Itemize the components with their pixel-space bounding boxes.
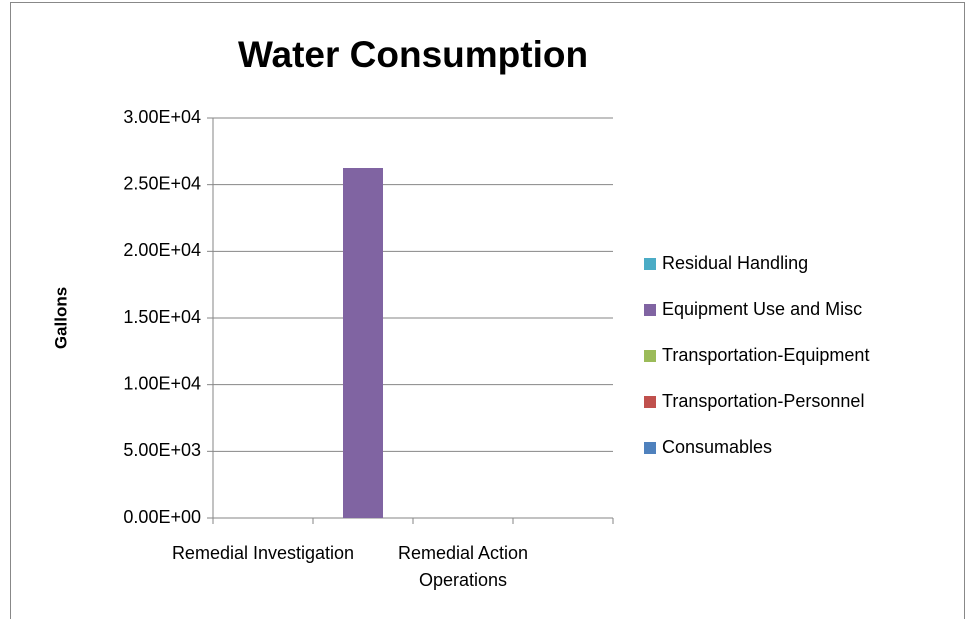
legend-swatch <box>644 258 656 270</box>
x-tick-label: Remedial Investigation <box>171 543 355 563</box>
y-tick-label: 2.00E+04 <box>123 240 201 260</box>
y-tick-label: 0.00E+00 <box>123 507 201 527</box>
y-tick-label: 1.00E+04 <box>123 373 201 393</box>
chart-title: Water Consumption <box>238 34 588 75</box>
legend-swatch <box>644 304 656 316</box>
legend-label: Transportation-Equipment <box>662 345 869 365</box>
x-tick-label: Remedial Action Operations <box>397 543 529 590</box>
y-axis-label: Gallons <box>51 287 70 349</box>
legend-label: Consumables <box>662 437 772 457</box>
legend-swatch <box>644 442 656 454</box>
chart-border <box>10 2 965 619</box>
bar <box>343 168 383 518</box>
legend-swatch <box>644 350 656 362</box>
legend-swatch <box>644 396 656 408</box>
y-tick-label: 3.00E+04 <box>123 107 201 127</box>
legend-label: Equipment Use and Misc <box>662 299 862 319</box>
legend-label: Residual Handling <box>662 253 808 273</box>
legend-label: Transportation-Personnel <box>662 391 864 411</box>
y-tick-label: 1.50E+04 <box>123 307 201 327</box>
y-tick-label: 2.50E+04 <box>123 173 201 193</box>
y-tick-label: 5.00E+03 <box>123 440 201 460</box>
